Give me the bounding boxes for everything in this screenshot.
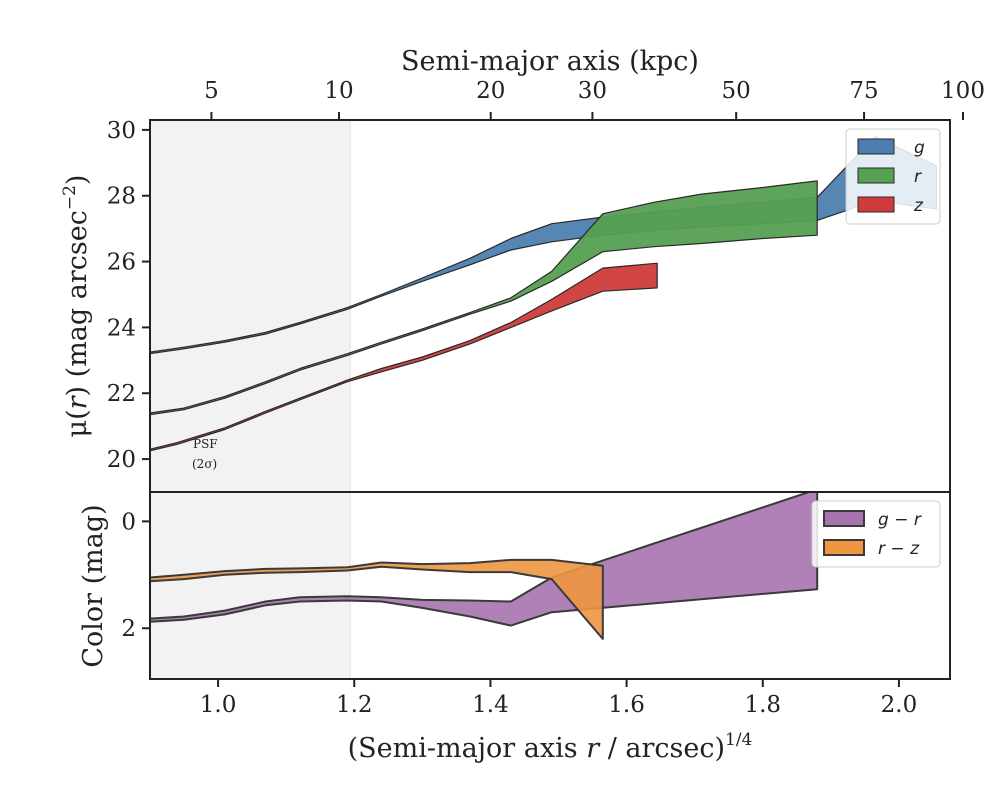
y-tick-label: 2 [121, 616, 136, 642]
top-tick-label: 20 [476, 78, 505, 104]
y-tick-label: 0 [121, 509, 136, 535]
top-tick-label: 50 [722, 78, 751, 104]
color-panel: 02 1.0 1.2 1.4 1.6 1.8 2.0 Color (mag) (Semi-… [78, 492, 941, 764]
x-tick-label: 1.8 [744, 692, 781, 718]
y-tick-label: 22 [107, 381, 136, 407]
surface-brightness-legend: grz [845, 128, 941, 225]
y-tick-label: 26 [107, 250, 136, 276]
series-band-r [150, 180, 818, 416]
top-tick-label: 10 [324, 78, 353, 104]
legend-swatch-g-r [823, 510, 865, 527]
top-axis-label: Semi-major axis (kpc) [401, 46, 699, 77]
legend-swatch-z [857, 196, 895, 213]
series-band-z [150, 262, 658, 452]
psf-label-line2: (2σ) [192, 457, 217, 471]
bottom-x-axis-label: (Semi-major axis r / arcsec)1/4 [348, 730, 753, 764]
psf-label-line1: PSF [193, 437, 218, 451]
top-tick-label: 5 [204, 78, 219, 104]
top-axis-ticks: 5 10 20 30 50 75 100 [204, 78, 985, 120]
color-y-axis-label: Color (mag) [78, 504, 109, 667]
x-tick-label: 1.4 [472, 692, 509, 718]
y-tick-label: 30 [107, 118, 136, 144]
y-tick-label: 24 [107, 315, 136, 341]
x-tick-label: 2.0 [881, 692, 918, 718]
psf-shaded-region-color [150, 492, 351, 679]
legend-swatch-g [857, 138, 895, 155]
legend-swatch-r [857, 167, 895, 184]
y-tick-label: 28 [107, 184, 136, 210]
x-tick-label: 1.0 [200, 692, 237, 718]
color-legend: g − r r − z [811, 500, 941, 568]
color-panel-frame [149, 491, 951, 680]
x-tick-label: 1.6 [608, 692, 645, 718]
psf-shaded-region [150, 120, 351, 492]
top-tick-label: 30 [578, 78, 607, 104]
y-tick-label: 20 [107, 447, 136, 473]
legend-label-z: z [913, 196, 924, 216]
series-band-g-r [150, 492, 819, 627]
color-series [150, 492, 819, 640]
x-tick-label: 1.2 [336, 692, 373, 718]
legend-label-r: r [914, 167, 922, 187]
legend-label-g-r: g − r [878, 510, 922, 530]
color-y-ticks: 02 [121, 509, 150, 642]
top-tick-label: 100 [941, 78, 985, 104]
legend-label-g: g [914, 138, 925, 158]
top-y-axis-label: μ(r) (mag arcsec−2) [60, 175, 93, 438]
surface-brightness-panel: PSF (2σ) 20 22 24 26 28 30 5 10 20 30 50 75 100 Sem… [60, 46, 985, 492]
top-tick-label: 75 [849, 78, 878, 104]
bottom-x-ticks: 1.0 1.2 1.4 1.6 1.8 2.0 [200, 679, 917, 718]
top-y-ticks: 20 22 24 26 28 30 [107, 118, 150, 473]
legend-swatch-r-z [823, 539, 865, 556]
legend-label-r-z: r − z [878, 539, 920, 559]
series-band-r-z [150, 558, 604, 640]
